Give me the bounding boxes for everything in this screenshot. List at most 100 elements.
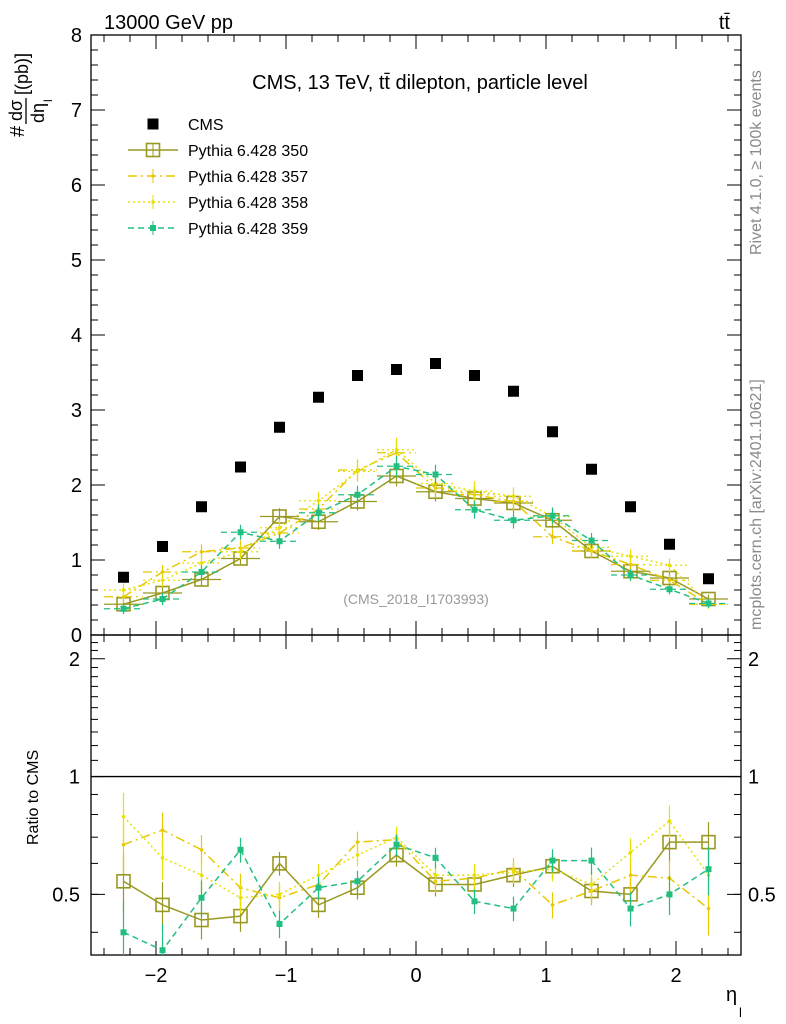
ratio-point — [237, 846, 244, 853]
data-point — [508, 385, 519, 397]
ratio-point — [316, 873, 321, 877]
legend-label: Pythia 6.428 357 — [188, 169, 308, 186]
x-tick-label: −1 — [275, 965, 298, 987]
ratio-tick-label: 1 — [69, 767, 80, 789]
mcplots-label: mcplots.cern.ch [arXiv:2401.10621] — [748, 379, 765, 630]
data-point — [549, 512, 556, 519]
ratio-point — [667, 819, 672, 823]
data-point — [628, 562, 633, 567]
ratio-point — [355, 840, 360, 844]
data-point — [199, 561, 204, 565]
ratio-point — [393, 841, 400, 848]
ratio-point — [116, 873, 131, 889]
ratio-series — [116, 792, 716, 955]
ratio-point — [315, 884, 322, 891]
ratio-point — [472, 873, 477, 877]
data-point — [277, 525, 282, 530]
ratio-point — [355, 853, 360, 857]
y-label-den-sub: l — [41, 99, 55, 102]
legend-marker — [147, 118, 159, 130]
ratio-series-1 — [116, 822, 716, 940]
data-point — [313, 391, 324, 403]
ratio-point — [199, 847, 204, 852]
data-point — [316, 498, 321, 503]
y-tick-label: 0 — [71, 625, 82, 647]
data-point — [393, 463, 400, 470]
legend-item-1: Pythia 6.428 350 — [128, 142, 308, 160]
data-point — [586, 463, 597, 475]
ratio-panel-frame — [90, 634, 742, 956]
ratio-point — [120, 929, 127, 936]
ratio-tick-label-right: 0.5 — [748, 884, 776, 906]
legend-label: CMS — [188, 117, 224, 134]
data-point — [471, 506, 478, 513]
ratio-point — [272, 856, 287, 871]
data-point — [118, 571, 129, 583]
x-tick-label: 2 — [670, 965, 681, 987]
data-point — [625, 501, 636, 513]
series-4 — [104, 455, 728, 614]
y-tick-label: 6 — [71, 175, 82, 197]
legend-marker — [151, 200, 155, 204]
ratio-point — [354, 878, 361, 885]
ratio-point — [510, 905, 517, 912]
ratio-point — [160, 856, 165, 860]
legend-marker — [150, 225, 156, 231]
data-point — [354, 491, 361, 498]
ratio-point — [666, 891, 673, 898]
data-point — [160, 578, 165, 583]
x-axis-label: η — [726, 984, 737, 1006]
data-point — [274, 421, 285, 433]
data-point — [235, 461, 246, 473]
y-axis-label: # dσ dη l [(pb)] — [6, 53, 55, 137]
ratio-y-label: Ratio to CMS — [25, 750, 42, 845]
data-point — [510, 517, 517, 524]
header-left: 13000 GeV pp — [104, 12, 233, 34]
ratio-point — [121, 842, 126, 847]
legend-marker — [145, 142, 161, 158]
data-point — [432, 471, 439, 478]
main-series — [104, 358, 728, 614]
data-point — [237, 529, 244, 536]
ratio-point — [432, 854, 439, 861]
ratio-line — [123, 843, 709, 952]
ratio-point — [511, 870, 516, 874]
data-point — [391, 364, 402, 375]
data-point — [627, 572, 634, 578]
y-tick-label: 2 — [71, 475, 82, 497]
legend-label: Pythia 6.428 359 — [188, 221, 308, 238]
y-tick-label: 8 — [71, 25, 82, 47]
data-point — [703, 573, 714, 585]
data-point — [121, 588, 126, 592]
ratio-tick-label-right: 1 — [748, 767, 759, 789]
data-point — [120, 605, 127, 612]
x-tick-label: −2 — [145, 965, 168, 987]
ratio-point — [589, 882, 594, 887]
ratio-point — [628, 850, 633, 855]
data-point — [276, 538, 283, 545]
data-point — [157, 541, 168, 552]
ratio-point — [277, 892, 282, 897]
series-line — [123, 451, 709, 605]
ratio-point — [706, 906, 711, 911]
ratio-point — [433, 873, 438, 877]
ratio-point — [159, 947, 166, 954]
data-point — [159, 596, 166, 602]
legend-item-2: Pythia 6.428 357 — [128, 169, 308, 186]
data-point — [430, 358, 441, 369]
series-1 — [104, 465, 728, 612]
ratio-point — [160, 828, 165, 832]
ratio-point — [588, 857, 595, 864]
ratio-line — [123, 829, 709, 910]
data-point — [199, 549, 204, 554]
ratio-point — [471, 898, 478, 905]
x-tick-label: 0 — [410, 965, 421, 987]
ratio-point — [705, 866, 712, 873]
data-point — [664, 538, 675, 550]
ratio-series-3 — [121, 792, 711, 914]
legend: CMS Pythia 6.428 350 Pythia 6.428 357 Pythi… — [128, 117, 308, 238]
ratio-point — [155, 897, 170, 913]
data-point — [667, 578, 672, 583]
data-point — [588, 537, 595, 544]
